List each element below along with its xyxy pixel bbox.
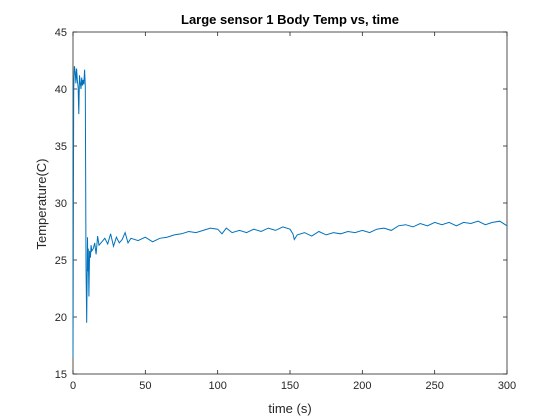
x-axis-label: time (s) — [268, 401, 311, 416]
x-axis: 0 50 100 150 200 250 300 — [70, 32, 516, 392]
x-tick-label: 150 — [281, 380, 299, 392]
x-tick-label: 200 — [353, 380, 371, 392]
x-tick-label: 250 — [425, 380, 443, 392]
x-tick-label: 0 — [70, 380, 76, 392]
plot-area — [72, 31, 508, 375]
y-tick-label: 25 — [55, 255, 67, 267]
y-axis-label: Temperature(C) — [34, 158, 49, 249]
y-tick-label: 30 — [55, 198, 67, 210]
y-tick-label: 40 — [55, 84, 67, 96]
series-line — [72, 66, 508, 357]
y-tick-label: 20 — [55, 312, 67, 324]
y-tick-label: 45 — [55, 27, 67, 39]
x-tick-label: 50 — [139, 380, 151, 392]
y-axis: 15 20 25 30 35 40 45 — [55, 27, 507, 381]
y-tick-label: 35 — [55, 141, 67, 153]
x-tick-label: 300 — [498, 380, 516, 392]
x-tick-label: 100 — [208, 380, 226, 392]
y-tick-label: 15 — [55, 369, 67, 381]
chart-title: Large sensor 1 Body Temp vs, time — [181, 12, 399, 27]
